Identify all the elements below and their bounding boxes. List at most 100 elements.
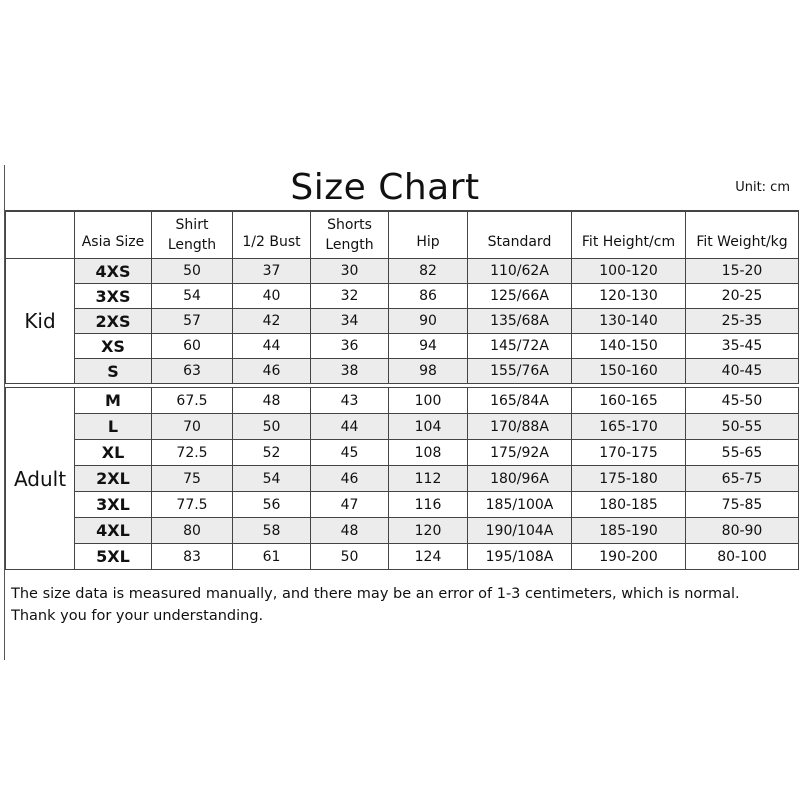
value-cell: 45 (310, 439, 389, 466)
value-cell: 20-25 (685, 283, 799, 309)
value-cell: 170-175 (571, 439, 686, 466)
table-row: 5XL 83 61 50 124 195/108A 190-200 80-100 (6, 543, 799, 570)
value-cell: 145/72A (467, 333, 572, 359)
column-header: Shirt Length (151, 210, 233, 259)
value-cell: 56 (232, 491, 311, 518)
value-cell: 125/66A (467, 283, 572, 309)
table-row: 2XL 75 54 46 112 180/96A 175-180 65-75 (6, 465, 799, 492)
value-cell: 86 (388, 283, 468, 309)
value-cell: 116 (388, 491, 468, 518)
header-line-1: Shorts (327, 216, 372, 233)
size-cell: 2XL (74, 465, 152, 492)
value-cell: 48 (310, 517, 389, 544)
value-cell: 150-160 (571, 358, 686, 384)
table-row: L 70 50 44 104 170/88A 165-170 50-55 (6, 413, 799, 440)
column-header: Hip (388, 210, 468, 259)
value-cell: 130-140 (571, 308, 686, 334)
value-cell: 34 (310, 308, 389, 334)
value-cell: 98 (388, 358, 468, 384)
value-cell: 46 (310, 465, 389, 492)
value-cell: 180/96A (467, 465, 572, 492)
table-row: XL 72.5 52 45 108 175/92A 170-175 55-65 (6, 439, 799, 466)
value-cell: 63 (151, 358, 233, 384)
value-cell: 80-90 (685, 517, 799, 544)
header-line-2: Length (167, 236, 217, 253)
value-cell: 57 (151, 308, 233, 334)
value-cell: 48 (232, 387, 311, 414)
value-cell: 100 (388, 387, 468, 414)
value-cell: 135/68A (467, 308, 572, 334)
header-line-1: Shirt (175, 216, 209, 233)
value-cell: 83 (151, 543, 233, 570)
value-cell: 50 (151, 258, 233, 284)
value-cell: 36 (310, 333, 389, 359)
size-cell: 4XL (74, 517, 152, 544)
value-cell: 195/108A (467, 543, 572, 570)
table-row: 3XS 54 40 32 86 125/66A 120-130 20-25 (6, 283, 799, 309)
table-row: 4XL 80 58 48 120 190/104A 185-190 80-90 (6, 517, 799, 544)
table-row: S 63 46 38 98 155/76A 150-160 40-45 (6, 358, 799, 384)
title-row: Size Chart Unit: cm (5, 165, 798, 212)
header-line-2: Standard (487, 233, 552, 250)
header-line-2: Hip (416, 233, 440, 250)
value-cell: 37 (232, 258, 311, 284)
chart-title: Size Chart (290, 167, 480, 208)
value-cell: 40 (232, 283, 311, 309)
value-cell: 120-130 (571, 283, 686, 309)
value-cell: 90 (388, 308, 468, 334)
value-cell: 54 (232, 465, 311, 492)
header-line-2: 1/2 Bust (242, 233, 301, 250)
value-cell: 170/88A (467, 413, 572, 440)
value-cell: 46 (232, 358, 311, 384)
value-cell: 58 (232, 517, 311, 544)
footer-line-1: The size data is measured manually, and … (11, 586, 740, 602)
size-cell: 3XS (74, 283, 152, 309)
column-header: Shorts Length (310, 210, 389, 259)
unit-label: Unit: cm (735, 180, 790, 195)
size-cell: XL (74, 439, 152, 466)
table-row: Adult M 67.5 48 43 100 165/84A 160-165 45-50 (5, 387, 799, 570)
table-row: 2XS 57 42 34 90 135/68A 130-140 25-35 (6, 308, 799, 334)
header-line-2: Asia Size (81, 233, 145, 250)
value-cell: 75 (151, 465, 233, 492)
value-cell: 80-100 (685, 543, 799, 570)
value-cell: 110/62A (467, 258, 572, 284)
column-header: Fit Weight/kg (685, 210, 799, 259)
value-cell: 65-75 (685, 465, 799, 492)
value-cell: 94 (388, 333, 468, 359)
value-cell: 61 (232, 543, 311, 570)
size-cell: 2XS (74, 308, 152, 334)
value-cell: 42 (232, 308, 311, 334)
size-cell: XS (74, 333, 152, 359)
size-table: Asia Size Shirt Length 1/2 Bust Shorts Length… (5, 210, 799, 570)
header-line-2: Fit Height/cm (581, 233, 676, 250)
value-cell: 43 (310, 387, 389, 414)
footer-line-2: Thank you for your understanding. (11, 608, 264, 624)
column-header: Standard (467, 210, 572, 259)
size-cell: S (74, 358, 152, 384)
value-cell: 165-170 (571, 413, 686, 440)
value-cell: 140-150 (571, 333, 686, 359)
value-cell: 25-35 (685, 308, 799, 334)
value-cell: 190-200 (571, 543, 686, 570)
value-cell: 190/104A (467, 517, 572, 544)
value-cell: 185-190 (571, 517, 686, 544)
value-cell: 47 (310, 491, 389, 518)
size-cell: 3XL (74, 491, 152, 518)
value-cell: 100-120 (571, 258, 686, 284)
column-header: Fit Height/cm (571, 210, 686, 259)
size-cell: 5XL (74, 543, 152, 570)
header-line-2: Length (325, 236, 374, 253)
value-cell: 45-50 (685, 387, 799, 414)
value-cell: 38 (310, 358, 389, 384)
header-row: Asia Size Shirt Length 1/2 Bust Shorts Length… (5, 210, 799, 259)
header-line-2: Fit Weight/kg (696, 233, 788, 250)
value-cell: 160-165 (571, 387, 686, 414)
value-cell: 30 (310, 258, 389, 284)
table-row: XS 60 44 36 94 145/72A 140-150 35-45 (6, 333, 799, 359)
size-cell: M (74, 387, 152, 414)
value-cell: 124 (388, 543, 468, 570)
value-cell: 120 (388, 517, 468, 544)
value-cell: 35-45 (685, 333, 799, 359)
value-cell: 44 (310, 413, 389, 440)
